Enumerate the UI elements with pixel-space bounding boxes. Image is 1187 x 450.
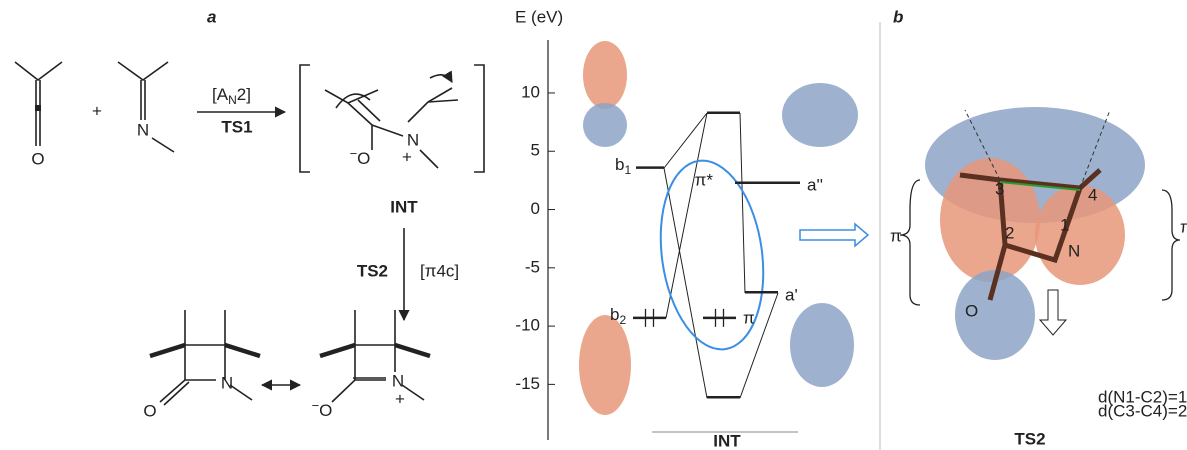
atom: 2	[1005, 223, 1014, 242]
atom: N	[1068, 241, 1080, 260]
plus: +	[92, 101, 102, 120]
reagent-sub: N	[228, 93, 237, 107]
reagent-text: [A	[212, 85, 229, 104]
panel-label: a	[207, 7, 216, 26]
lactam	[160, 310, 252, 405]
distance: d(C3-C4)=2.355 Å	[1098, 401, 1187, 420]
orbital	[583, 103, 627, 147]
level-letter: b	[615, 155, 624, 174]
atom: 4	[1088, 185, 1097, 204]
atom: N	[221, 373, 233, 392]
ts-label: TS1	[221, 117, 252, 136]
level-label: π	[743, 308, 755, 327]
y-tick-label: 10	[521, 82, 540, 101]
wedges	[150, 345, 260, 356]
footer: INT	[713, 431, 741, 450]
y-tick-label: -15	[515, 374, 540, 393]
pi-label: π	[1180, 217, 1187, 236]
y-tick-label: -5	[525, 257, 540, 276]
reagent-end: 2]	[237, 85, 251, 104]
atom: N	[137, 120, 149, 139]
charge: −	[350, 146, 358, 161]
orbital	[583, 41, 627, 109]
charge: +	[395, 389, 405, 408]
orbital	[1035, 185, 1125, 285]
orbital	[579, 315, 631, 415]
orbital	[790, 303, 854, 387]
y-tick-label: -10	[515, 316, 540, 335]
panel-a: a O + N [AN2] TS1 −O N + INT TS2 [π4c] O…	[15, 7, 484, 420]
open-arrow	[800, 224, 868, 246]
mode-label: [π4c]	[420, 261, 459, 280]
level-label: b1	[615, 155, 631, 177]
level-label: π*	[695, 170, 714, 189]
wedges	[320, 345, 430, 356]
axis-label: E (eV)	[515, 7, 563, 26]
y-tick-label: 5	[531, 141, 540, 160]
correlation-lines	[664, 113, 778, 398]
atom: −O	[312, 398, 333, 420]
y-tick-label: 0	[531, 199, 540, 218]
ketene-dot	[35, 105, 41, 111]
level-sub: 1	[624, 163, 631, 177]
panel-label: b	[893, 7, 903, 26]
atom: O	[31, 149, 44, 168]
int-skeleton	[325, 88, 458, 168]
atom-label: O	[357, 149, 370, 168]
brackets	[300, 65, 484, 172]
level-label: a''	[807, 175, 823, 194]
ts-label: TS2	[1014, 429, 1045, 448]
atom: −O	[350, 146, 371, 168]
level-label: a'	[785, 285, 798, 304]
open-arrow	[1040, 290, 1066, 335]
atom: 3	[995, 179, 1004, 198]
level-sub: 2	[619, 313, 626, 327]
atom: O	[965, 301, 978, 320]
panel-b: b 3 4 2 1 N O π π d(N1-C2)=1.457 Å d(C3-…	[890, 7, 1187, 448]
energy-diagram: E (eV) b1 π* a'' b2 π a' INT 1050-5-10-1…	[515, 7, 868, 450]
atom: O	[143, 401, 156, 420]
atom: 1	[1060, 215, 1069, 234]
ts-label: TS2	[357, 261, 388, 280]
figure: a O + N [AN2] TS1 −O N + INT TS2 [π4c] O…	[0, 0, 1187, 450]
atom: N	[392, 371, 404, 390]
level-letter: b	[610, 305, 619, 324]
charge: −	[312, 398, 320, 413]
charge: +	[402, 147, 412, 166]
curly-arrows	[336, 75, 452, 108]
reagent: [AN2]	[212, 85, 251, 107]
orbital	[782, 83, 858, 147]
pi-label: π	[890, 226, 902, 245]
ketene	[15, 62, 62, 146]
level-label: b2	[610, 305, 626, 327]
zwitterion	[332, 310, 424, 402]
int-label: INT	[390, 197, 418, 216]
atom-label: O	[319, 401, 332, 420]
